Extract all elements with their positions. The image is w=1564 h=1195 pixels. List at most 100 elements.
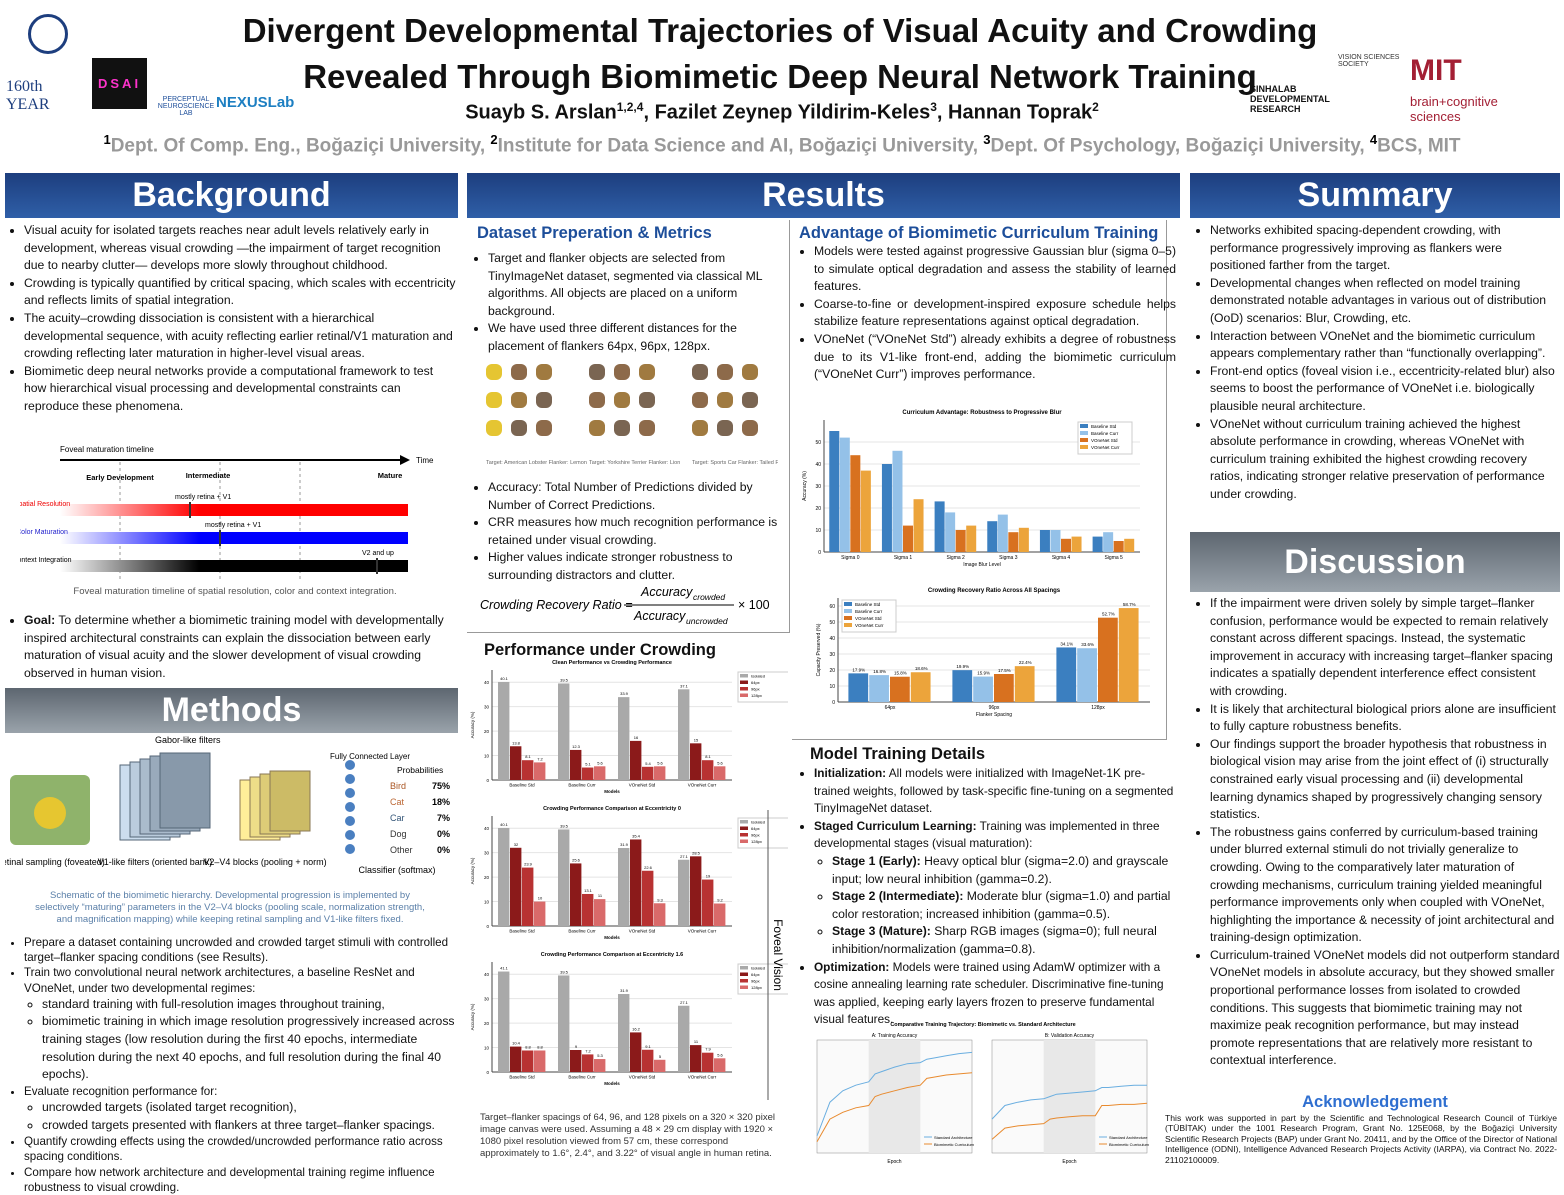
bar [642,870,654,926]
bar [570,863,582,926]
value-label: 15.8% [894,671,907,676]
bullet-list: Models were tested against progressive G… [796,243,1176,384]
bar [881,464,892,552]
y-tick-label: 20 [484,1021,490,1026]
sub-label: Stage 3 (Mature): [832,924,931,939]
value-label: 27.1 [680,1000,689,1005]
discussion-text: If the impairment were driven solely by … [1192,595,1560,1070]
neuron [345,830,355,840]
x-axis-label: Image Blur Level [963,562,1001,568]
affil-text: Dept. Of Psychology, Boğaziçi University… [990,135,1365,157]
bar [630,1032,642,1072]
sample-object [639,364,655,380]
bullet: Curriculum-trained VOneNet models did no… [1210,947,1560,1070]
timeline-bar [60,560,408,572]
value-label: 17.9% [852,667,865,672]
x-tick-label: VOneNet Std [629,929,656,934]
legend-swatch [740,680,748,684]
bar [1056,647,1077,702]
logo: DSAI [92,58,148,109]
x-axis-label: Models [604,789,620,794]
y-tick-label: 0 [818,550,821,556]
neuron [345,788,355,798]
sample-object [486,364,502,380]
logo: SINHALAB DEVELOPMENTAL RESEARCH [1250,84,1330,114]
neuron [345,844,355,854]
logos-right: SINHALAB DEVELOPMENTAL RESEARCH VISION SC… [1250,50,1550,130]
sample-caption: Target: Sports Car Flanker: Tailed Frog [692,460,778,466]
value-label: 13.8 [512,740,521,745]
timeline-bar [60,532,408,544]
sample-object [614,420,630,436]
x-tick-label: Baseline Std [509,1075,535,1080]
bar [839,437,850,552]
bullet: Visual acuity for isolated targets reach… [24,222,456,275]
author-name: Suayb S. Arslan [465,101,617,124]
bar [702,1052,714,1072]
bar [910,672,931,702]
y-tick-label: 30 [484,705,490,710]
x-tick-label: Sigma 4 [1052,555,1071,561]
legend-swatch [844,623,852,627]
sub-bullet: standard training with full-resolution i… [42,996,456,1014]
section-header: Summary [1190,173,1560,218]
value-label: 9 [575,1044,578,1049]
chart-title: Comparative Training Trajectory: Biomime… [890,1022,1075,1028]
bar [522,760,534,780]
bar [848,673,869,702]
y-tick-label: 20 [484,729,490,734]
value-label: 5.6 [717,1052,723,1057]
bullet: Compare how network architecture and dev… [24,1165,456,1195]
sub-bullet: Stage 1 (Early): Heavy optical blur (sig… [832,853,1176,888]
bar [582,893,594,926]
eq-num: Accuracy [640,585,693,599]
stage-label: Intermediate [186,471,231,480]
bar [522,1050,534,1072]
value-label: 11 [694,1039,699,1044]
bar [582,1054,594,1072]
value-label: 34.1% [1060,641,1073,646]
legend-label: Isolated [751,820,765,825]
bar [850,455,861,552]
sample-object [614,392,630,408]
legend-swatch [740,693,748,697]
sub-text: Heavy optical blur (sigma=2.0) and grays… [832,853,1169,886]
eq-den: Accuracy [633,609,686,623]
bar [997,514,1008,552]
bar [973,676,993,702]
x-tick-label: Baseline Std [509,929,535,934]
y-tick-label: 10 [484,1046,490,1051]
author-sup: 3 [930,100,937,114]
goal-label: Goal: [24,613,56,627]
sub-list: Stage 1 (Early): Heavy optical blur (sig… [814,853,1176,959]
bullet: Our findings support the broader hypothe… [1210,736,1560,824]
sub-bullet: biomimetic training in which image resol… [42,1013,456,1083]
legend-swatch [740,687,748,691]
chart: Curriculum Advantage: Robustness to Prog… [802,410,1140,568]
bullet: Developmental changes when reflected on … [1210,275,1560,328]
performance-charts: Clean Performance vs Crowding Performanc… [470,660,788,1100]
value-label: 39.5 [560,969,569,974]
sub-list: uncrowded targets (isolated target recog… [24,1099,456,1134]
bullet: Quantify crowding effects using the crow… [24,1134,456,1164]
y-axis-label: Accuracy (%) [802,471,808,501]
logo-emblem [28,14,68,54]
sample-object [614,364,630,380]
dataset-text: Target and flanker objects are selected … [470,250,782,356]
x-tick-label: Baseline Curr [568,929,596,934]
bar [1103,532,1114,552]
stage-shade [1043,1040,1096,1153]
bullet: Staged Curriculum Learning: Training was… [814,818,1176,959]
x-tick-label: Baseline Curr [568,1075,596,1080]
bar [654,1059,666,1072]
y-tick-label: 20 [484,875,490,880]
value-label: 17.5% [998,668,1011,673]
y-tick-label: 30 [484,851,490,856]
sub-label: Stage 1 (Early): [832,853,921,868]
eq-sub: uncrowded [686,616,728,626]
bar [498,971,510,1072]
bird [34,797,66,829]
bar [1061,538,1072,552]
sample-object [717,420,733,436]
author-name: Hannan Toprak [948,101,1093,124]
